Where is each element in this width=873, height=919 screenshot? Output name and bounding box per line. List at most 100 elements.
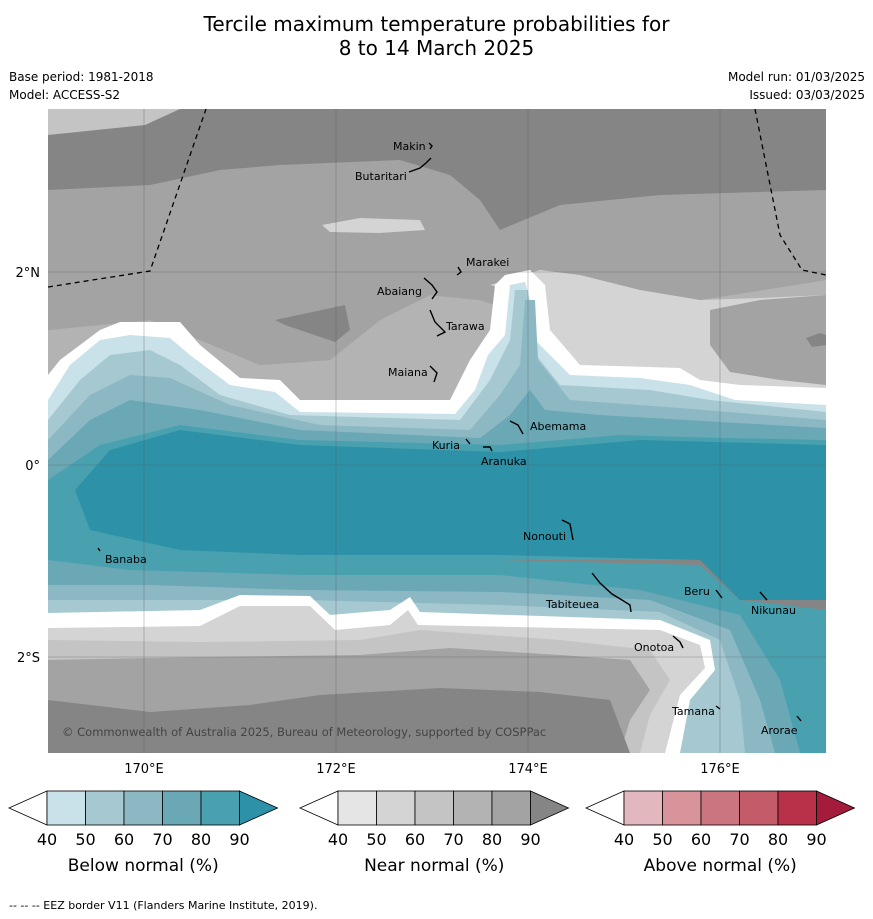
lat-label-0: 0° (25, 459, 40, 474)
island-arorae-outline (796, 715, 802, 722)
colorbar-3-segment (777, 790, 817, 826)
field-below-90-core (75, 430, 826, 600)
lat-label-2n: 2°N (16, 266, 41, 281)
label-beru: Beru (684, 585, 710, 598)
colorbar-2-segment (491, 790, 531, 826)
island-abaiang-outline (423, 277, 438, 300)
field-near-90-south (48, 688, 630, 753)
colorbar-1-segment (85, 790, 125, 826)
colorbar-3-segment (623, 790, 663, 826)
lon-label-174e: 174°E (508, 762, 548, 777)
field-near-90-east-patch (806, 333, 826, 347)
island-kuria-outline (465, 438, 471, 445)
island-outlines (97, 142, 802, 722)
colorbar-1-tick: 90 (229, 830, 249, 849)
eez-border-west (48, 109, 207, 288)
lon-label-170e: 170°E (124, 762, 164, 777)
colorbar-2-segment (453, 790, 493, 826)
island-aranuka-outline (483, 446, 493, 452)
label-marakei: Marakei (466, 256, 509, 269)
island-tarawa-outline (429, 309, 447, 337)
island-banaba-outline (97, 547, 101, 552)
island-marakei-outline (456, 266, 462, 276)
label-nonouti: Nonouti (523, 530, 566, 543)
island-makin-outline (428, 142, 433, 150)
label-maiana: Maiana (388, 366, 428, 379)
model-name: Model: ACCESS-S2 (9, 88, 121, 102)
colorbar-2-over-triangle (530, 790, 570, 826)
label-aranuka: Aranuka (481, 455, 527, 468)
island-abemama-outline (509, 420, 524, 435)
colorbar-1-tick: 80 (191, 830, 211, 849)
colorbar-3-tick: 40 (614, 830, 634, 849)
issued-date: Issued: 03/03/2025 (749, 88, 865, 102)
colorbar-2-tick: 70 (443, 830, 463, 849)
title-line-1: Tercile maximum temperature probabilitie… (203, 12, 670, 36)
island-butaritari-outline (408, 157, 432, 173)
island-tamana-outline (715, 705, 721, 710)
colorbar-2-segment (376, 790, 416, 826)
colorbar-3-segment (739, 790, 779, 826)
label-nikunau: Nikunau (751, 604, 796, 617)
axis-labels: 2°N 0° 2°S 170°E 172°E 174°E 176°E (16, 266, 740, 777)
footer-note: -- -- -- EEZ border V11 (Flanders Marine… (9, 899, 318, 912)
island-onotoa-outline (672, 635, 684, 649)
chart-title: Tercile maximum temperature probabilitie… (0, 12, 873, 60)
colorbar-2-tick: 60 (405, 830, 425, 849)
colorbar-1-under-triangle (8, 790, 48, 826)
lat-label-2s: 2°S (17, 651, 40, 666)
colorbar-2-tick: 40 (328, 830, 348, 849)
colorbar-2-under-triangle (299, 790, 339, 826)
colorbar-3-tick: 90 (806, 830, 826, 849)
island-maiana-outline (429, 365, 438, 383)
colorbar-3-over-triangle (816, 790, 856, 826)
label-makin: Makin (393, 140, 426, 153)
colorbar-1-tick: 40 (37, 830, 57, 849)
island-tabiteuea-outline (591, 572, 632, 613)
island-beru-outline (715, 589, 723, 599)
label-arorae: Arorae (761, 724, 798, 737)
colorbar-1-title: Below normal (%) (68, 856, 219, 876)
colorbar-1-segment (46, 790, 86, 826)
colorbar-2-tick: 80 (482, 830, 502, 849)
copyright-notice: © Commonwealth of Australia 2025, Bureau… (62, 725, 546, 739)
model-run: Model run: 01/03/2025 (727, 70, 865, 84)
colorbar-2: 40 50 60 70 80 90 Near normal (%) (299, 790, 570, 876)
colorbar-3-under-triangle (585, 790, 625, 826)
colorbar-1: 40 50 60 70 80 90 Below normal (%) (8, 790, 279, 876)
colorbar-1-tick: 60 (114, 830, 134, 849)
colorbar-1-segment (123, 790, 163, 826)
field-near-50-patch (322, 218, 425, 233)
lon-label-176e: 176°E (700, 762, 740, 777)
label-tamana: Tamana (671, 705, 715, 718)
colorbar-1-segment (200, 790, 240, 826)
island-nonouti-outline (561, 519, 574, 541)
gridlines (48, 109, 826, 753)
colorbar-2-tick: 90 (520, 830, 540, 849)
field-near-90-patch (275, 305, 350, 342)
colorbar-2-segment (414, 790, 454, 826)
base-period: Base period: 1981-2018 (9, 70, 154, 84)
colorbar-3-tick: 60 (691, 830, 711, 849)
colorbar-2-segment (337, 790, 377, 826)
colorbar-3-segment (662, 790, 702, 826)
colorbar-3-segment (700, 790, 740, 826)
label-butaritari: Butaritari (355, 170, 407, 183)
label-banaba: Banaba (105, 553, 147, 566)
label-tabiteuea: Tabiteuea (545, 598, 599, 611)
meta-right: Model run: 01/03/2025 Issued: 03/03/2025 (728, 68, 865, 104)
colorbar-3-tick: 50 (652, 830, 672, 849)
map-field: Makin Butaritari Marakei Abaiang Tarawa … (48, 109, 826, 753)
label-tarawa: Tarawa (445, 320, 485, 333)
colorbar-3-title: Above normal (%) (644, 856, 797, 876)
colorbar-1-tick: 50 (75, 830, 95, 849)
label-abemama: Abemama (530, 420, 586, 433)
label-onotoa: Onotoa (634, 641, 674, 654)
colorbar-1-segment (162, 790, 202, 826)
colorbar-1-tick: 70 (152, 830, 172, 849)
colorbar-1-over-triangle (239, 790, 279, 826)
title-line-2: 8 to 14 March 2025 (338, 36, 535, 60)
field-near-70-top (48, 109, 180, 135)
meta-left: Base period: 1981-2018 Model: ACCESS-S2 (9, 68, 154, 104)
